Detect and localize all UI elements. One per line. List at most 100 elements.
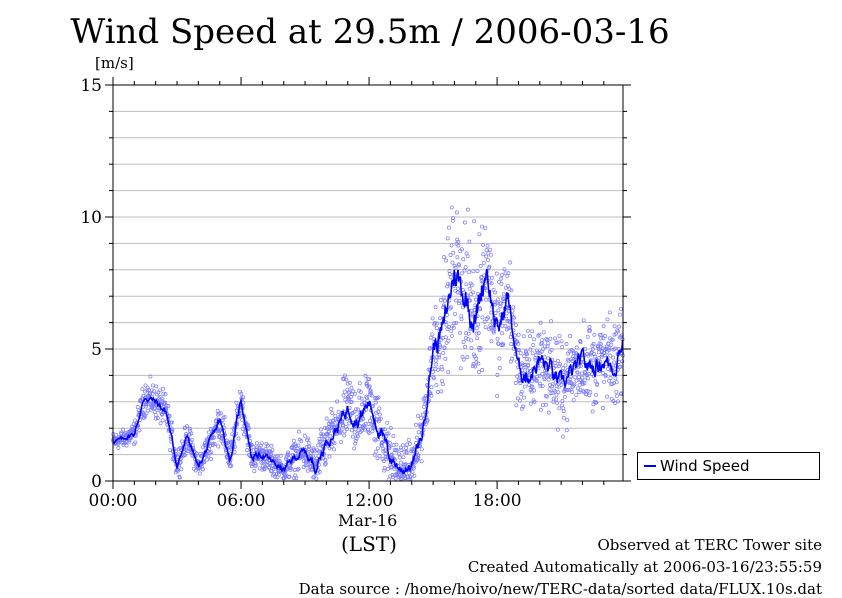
data-point <box>549 347 554 352</box>
data-point <box>481 252 486 257</box>
data-point <box>526 363 531 367</box>
data-point <box>448 275 453 280</box>
data-point <box>556 390 561 395</box>
data-point <box>484 297 489 302</box>
x-axis-date-label: Mar-16 <box>338 511 398 530</box>
data-point <box>525 352 530 357</box>
data-point <box>377 412 382 417</box>
data-point <box>445 236 450 241</box>
data-point <box>177 475 182 480</box>
data-point <box>336 410 341 414</box>
data-point <box>455 255 460 260</box>
data-point <box>553 336 557 341</box>
data-point <box>501 292 506 297</box>
data-point <box>446 370 451 375</box>
data-point <box>586 371 591 376</box>
data-point <box>179 467 184 472</box>
data-point <box>549 319 554 324</box>
data-point <box>502 267 507 272</box>
data-point <box>538 407 543 412</box>
data-point <box>613 346 618 351</box>
data-point <box>546 356 551 361</box>
data-point <box>544 370 549 375</box>
data-point <box>467 270 472 275</box>
data-point <box>521 404 526 409</box>
data-point <box>318 439 323 444</box>
data-point <box>547 387 552 392</box>
data-point <box>401 455 406 460</box>
data-point <box>489 339 494 344</box>
scatter-points <box>111 205 625 482</box>
data-point <box>270 448 275 453</box>
data-point <box>323 461 328 466</box>
data-point <box>607 346 612 351</box>
data-point <box>306 436 311 441</box>
data-point <box>499 281 504 286</box>
data-point <box>349 428 354 433</box>
data-point <box>329 444 334 449</box>
data-point <box>366 385 371 390</box>
data-point <box>453 311 458 316</box>
data-point <box>451 250 456 255</box>
data-point <box>440 367 445 372</box>
data-point <box>464 282 469 287</box>
data-point <box>260 467 265 472</box>
data-point <box>154 384 159 389</box>
data-point <box>554 384 559 389</box>
data-point <box>614 389 619 394</box>
data-point <box>185 424 189 429</box>
x-axis-title: (LST) <box>341 532 397 556</box>
data-point <box>608 376 613 380</box>
data-point <box>496 308 501 313</box>
data-point <box>415 435 419 440</box>
data-point <box>537 373 542 378</box>
data-point <box>533 357 538 362</box>
data-point <box>343 373 347 378</box>
data-point <box>543 344 547 349</box>
data-point <box>565 388 569 392</box>
data-point <box>503 323 508 328</box>
data-point <box>158 421 163 426</box>
data-point <box>376 409 381 414</box>
data-point <box>353 438 358 443</box>
data-point <box>514 403 519 408</box>
data-point <box>459 271 464 276</box>
data-point <box>329 406 334 411</box>
data-point <box>216 431 221 435</box>
data-point <box>568 334 573 338</box>
data-point <box>486 315 491 320</box>
data-point <box>302 433 307 438</box>
data-point <box>412 473 417 478</box>
data-point <box>389 452 394 457</box>
data-point <box>267 465 272 470</box>
data-point <box>397 451 401 456</box>
data-point <box>358 389 363 394</box>
data-point <box>402 449 407 454</box>
data-point <box>575 370 580 375</box>
data-point <box>582 378 587 383</box>
data-point <box>357 395 362 400</box>
data-point <box>404 446 409 451</box>
data-point <box>540 338 545 343</box>
data-point <box>160 412 165 417</box>
data-point <box>265 459 270 464</box>
data-point <box>430 332 435 337</box>
data-point <box>252 469 257 473</box>
data-point <box>603 334 608 339</box>
data-point <box>420 412 425 417</box>
data-point <box>167 413 172 418</box>
data-point <box>521 334 526 339</box>
data-point <box>161 391 166 396</box>
data-point <box>475 336 480 341</box>
data-point <box>326 429 331 434</box>
data-point <box>339 439 344 444</box>
data-point <box>568 374 573 379</box>
data-point <box>375 446 380 451</box>
data-point <box>316 443 321 448</box>
data-point <box>286 452 291 457</box>
data-point <box>259 441 264 446</box>
data-point <box>434 326 439 331</box>
data-point <box>485 243 490 248</box>
data-point <box>506 326 511 331</box>
data-point <box>552 388 557 393</box>
